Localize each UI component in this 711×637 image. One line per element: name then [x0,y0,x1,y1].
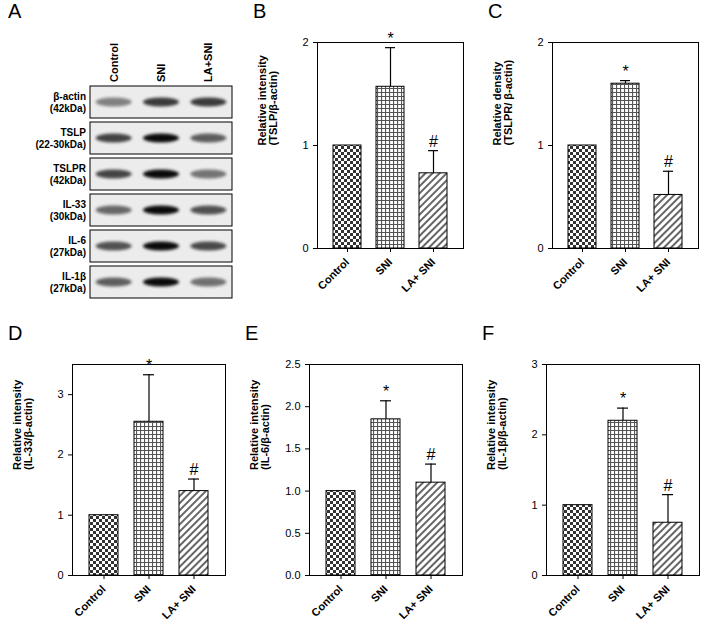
svg-text:Control: Control [315,256,351,292]
svg-text:0.5: 0.5 [285,527,300,539]
svg-text:#: # [664,477,673,494]
svg-text:3: 3 [531,358,537,370]
svg-text:Relative intensity(IL-1β/β-act: Relative intensity(IL-1β/β-actin) [485,379,508,470]
svg-text:LA+ SNI: LA+ SNI [633,583,672,622]
svg-text:SNI: SNI [131,583,152,604]
svg-text:#: # [427,446,436,463]
svg-text:LA+ SNI: LA+ SNI [159,583,198,622]
svg-text:TSLP(22-30kDa): TSLP(22-30kDa) [35,127,86,150]
html-text:F: F [482,322,495,344]
svg-text:0: 0 [537,242,543,254]
svg-text:*: * [620,390,626,407]
svg-text:LA+ SNI: LA+ SNI [634,256,673,295]
html-text:E: E [245,322,259,344]
svg-text:#: # [429,133,438,150]
svg-text:0: 0 [302,242,308,254]
svg-text:1: 1 [302,139,308,151]
svg-text:SNI: SNI [368,583,389,604]
svg-text:0: 0 [57,569,63,581]
html-text:D: D [8,322,23,344]
svg-text:0.0: 0.0 [285,569,300,581]
svg-text:Control: Control [309,583,345,619]
svg-text:SNI: SNI [155,64,167,82]
svg-text:TSLPR(42kDa): TSLPR(42kDa) [50,163,87,186]
svg-text:LA+ SNI: LA+ SNI [399,256,438,295]
svg-text:1: 1 [531,499,537,511]
svg-text:*: * [387,30,393,47]
svg-text:1: 1 [537,139,543,151]
svg-text:Relative intensity(TSLP/β-acti: Relative intensity(TSLP/β-actin) [256,54,279,145]
html-text:C: C [488,0,503,22]
svg-text:*: * [146,357,152,374]
svg-text:2: 2 [57,448,63,460]
svg-text:2.0: 2.0 [285,400,300,412]
svg-text:Control: Control [550,256,586,292]
svg-text:*: * [622,63,628,80]
svg-text:#: # [190,461,199,478]
svg-text:Relative density(TSLPR/ β-acti: Relative density(TSLPR/ β-actin) [491,60,514,146]
svg-text:2.5: 2.5 [285,358,300,370]
svg-text:2: 2 [531,428,537,440]
svg-text:1.5: 1.5 [285,442,300,454]
svg-text:IL-6(27kDa): IL-6(27kDa) [50,235,87,258]
svg-text:0: 0 [531,569,537,581]
svg-text:IL-1β(27kDa): IL-1β(27kDa) [50,271,86,294]
svg-text:SNI: SNI [605,583,626,604]
svg-text:*: * [383,383,389,400]
svg-text:Relative intensity(IL-6/β-acti: Relative intensity(IL-6/β-actin) [248,379,271,470]
html-text:A: A [8,0,22,22]
svg-text:SNI: SNI [373,256,394,277]
svg-text:IL-33(30kDa): IL-33(30kDa) [50,199,87,222]
svg-text:1: 1 [57,509,63,521]
svg-text:SNI: SNI [608,256,629,277]
svg-text:Control: Control [546,583,582,619]
svg-text:2: 2 [302,36,308,48]
svg-text:β-actin(42kDa): β-actin(42kDa) [50,91,86,114]
svg-text:1.0: 1.0 [285,485,300,497]
svg-text:2: 2 [537,36,543,48]
svg-text:3: 3 [57,388,63,400]
svg-text:Relative intensity(IL-33/β-act: Relative intensity(IL-33/β-actin) [11,379,34,470]
svg-text:Control: Control [108,43,120,82]
svg-text:#: # [664,153,673,170]
html-text:B: B [253,0,267,22]
svg-text:Control: Control [72,583,108,619]
svg-text:LA+ SNI: LA+ SNI [396,583,435,622]
svg-text:LA+SNI: LA+SNI [202,43,214,82]
